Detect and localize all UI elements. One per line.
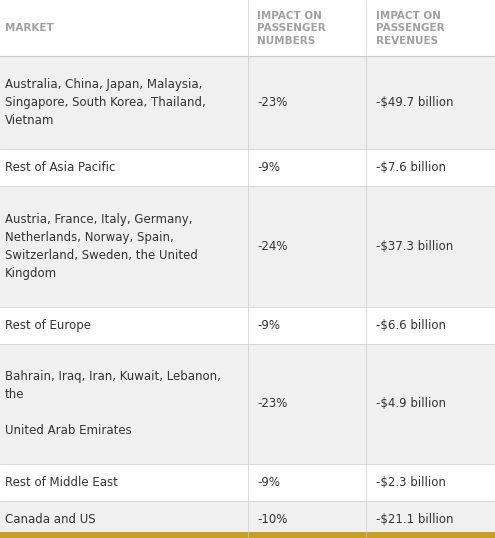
Text: MARKET: MARKET <box>5 23 53 33</box>
Text: -$21.1 billion: -$21.1 billion <box>376 513 454 526</box>
FancyBboxPatch shape <box>0 0 495 56</box>
Text: Rest of Asia Pacific: Rest of Asia Pacific <box>5 161 115 174</box>
FancyBboxPatch shape <box>0 149 495 186</box>
FancyBboxPatch shape <box>0 344 495 464</box>
FancyBboxPatch shape <box>0 501 495 538</box>
FancyBboxPatch shape <box>0 307 495 344</box>
FancyBboxPatch shape <box>0 56 495 149</box>
Text: -$49.7 billion: -$49.7 billion <box>376 96 454 109</box>
FancyBboxPatch shape <box>0 186 495 307</box>
Text: Austria, France, Italy, Germany,
Netherlands, Norway, Spain,
Switzerland, Sweden: Austria, France, Italy, Germany, Netherl… <box>5 213 198 280</box>
Text: -$6.6 billion: -$6.6 billion <box>376 318 446 331</box>
Text: -$7.6 billion: -$7.6 billion <box>376 161 446 174</box>
Text: -9%: -9% <box>257 318 280 331</box>
Text: -10%: -10% <box>257 513 288 526</box>
Text: Australia, China, Japan, Malaysia,
Singapore, South Korea, Thailand,
Vietnam: Australia, China, Japan, Malaysia, Singa… <box>5 79 206 128</box>
Text: -$2.3 billion: -$2.3 billion <box>376 476 446 489</box>
FancyBboxPatch shape <box>0 532 495 538</box>
Text: -$4.9 billion: -$4.9 billion <box>376 397 446 410</box>
Text: -9%: -9% <box>257 476 280 489</box>
Text: IMPACT ON
PASSENGER
REVENUES: IMPACT ON PASSENGER REVENUES <box>376 11 445 46</box>
Text: -24%: -24% <box>257 240 288 253</box>
Text: Rest of Europe: Rest of Europe <box>5 318 91 331</box>
Text: -23%: -23% <box>257 397 288 410</box>
Text: -$37.3 billion: -$37.3 billion <box>376 240 453 253</box>
Text: IMPACT ON
PASSENGER
NUMBERS: IMPACT ON PASSENGER NUMBERS <box>257 11 326 46</box>
Text: Bahrain, Iraq, Iran, Kuwait, Lebanon,
the

United Arab Emirates: Bahrain, Iraq, Iran, Kuwait, Lebanon, th… <box>5 370 221 437</box>
Text: -9%: -9% <box>257 161 280 174</box>
Text: Rest of Middle East: Rest of Middle East <box>5 476 118 489</box>
Text: Canada and US: Canada and US <box>5 513 96 526</box>
FancyBboxPatch shape <box>0 464 495 501</box>
Text: -23%: -23% <box>257 96 288 109</box>
